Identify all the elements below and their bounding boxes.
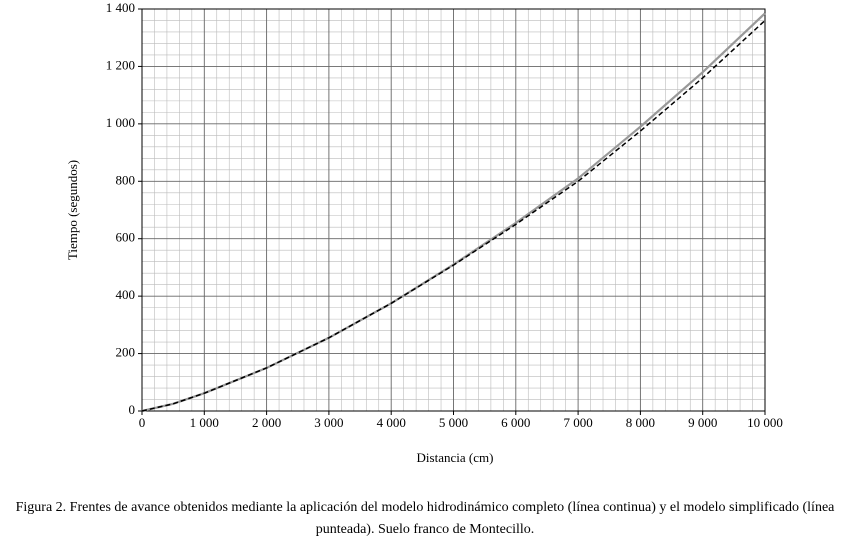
x-tick-label: 2 000 xyxy=(252,415,281,430)
y-tick-label: 400 xyxy=(116,287,136,302)
x-tick-label: 8 000 xyxy=(626,415,655,430)
plot-frame xyxy=(141,8,766,412)
x-tick-label: 6 000 xyxy=(501,415,530,430)
y-axis-label: Tiempo (segundos) xyxy=(65,160,80,260)
y-tick-label: 600 xyxy=(116,230,136,245)
series-line xyxy=(141,19,766,412)
chart: Distancia (cm) Tiempo (segundos) 0 1 000 2… xyxy=(65,0,783,465)
caption: Figura 2. Frentes de avance obtenidos me… xyxy=(15,500,835,537)
y-tick-label: 0 xyxy=(129,402,136,417)
y-tick-label: 200 xyxy=(116,345,136,360)
x-tick-label: 10 000 xyxy=(747,415,783,430)
x-tick-label: 5 000 xyxy=(439,415,468,430)
x-tick-label: 1 000 xyxy=(190,415,219,430)
x-tick-label: 9 000 xyxy=(688,415,717,430)
x-tick-label: 3 000 xyxy=(314,415,343,430)
x-tick-label: 7 000 xyxy=(563,415,592,430)
x-tick-label: 4 000 xyxy=(377,415,406,430)
y-tick-label: 1 400 xyxy=(106,0,135,15)
x-tick-label: 0 xyxy=(139,415,146,430)
y-tick-label: 1 000 xyxy=(106,115,135,130)
x-axis-label: Distancia (cm) xyxy=(417,450,494,465)
y-tick-label: 800 xyxy=(116,172,136,187)
y-tick-label: 1 200 xyxy=(106,57,135,72)
